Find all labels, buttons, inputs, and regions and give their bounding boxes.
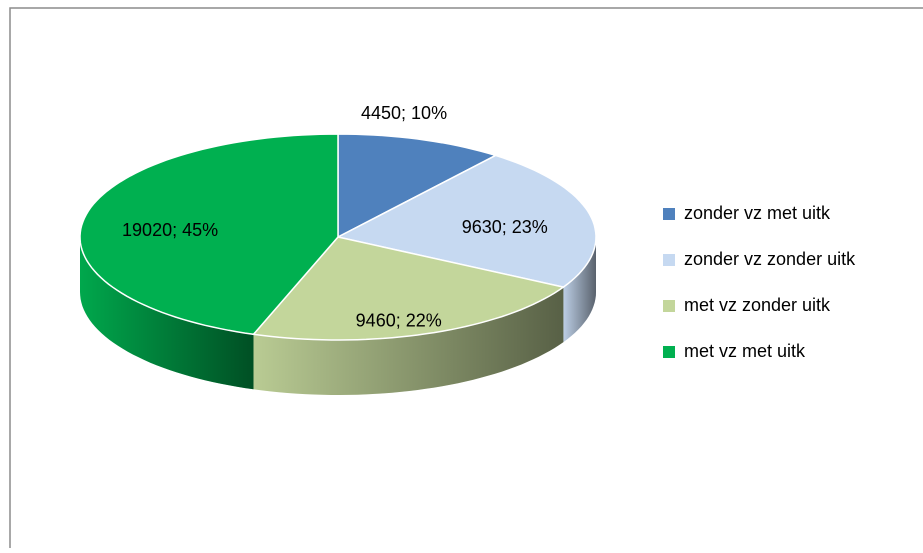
pie-slice — [337, 133, 498, 239]
legend-label: met vz met uitk — [684, 341, 806, 361]
pie-slice — [335, 154, 597, 288]
pie-slice — [252, 236, 566, 341]
pie-slice — [79, 133, 339, 336]
legend-label: met vz zonder uitk — [684, 295, 831, 315]
legend-swatch — [663, 254, 675, 266]
legend-label: zonder vz met uitk — [684, 203, 831, 223]
pie-wall-shade — [80, 237, 254, 390]
data-label: 4450; 10% — [361, 103, 447, 123]
legend-swatch — [663, 346, 675, 358]
legend-swatch — [663, 300, 675, 312]
pie-wall-shade — [253, 287, 564, 395]
data-label: 19020; 45% — [122, 220, 218, 240]
data-label: 9630; 23% — [462, 217, 548, 237]
legend-label: zonder vz zonder uitk — [684, 249, 856, 269]
data-label: 9460; 22% — [356, 311, 442, 331]
legend-swatch — [663, 208, 675, 220]
